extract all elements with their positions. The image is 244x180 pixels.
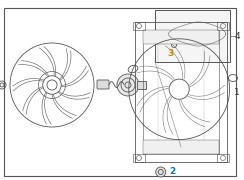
Bar — [155, 10, 230, 62]
Text: 2: 2 — [169, 168, 175, 177]
Text: 1: 1 — [234, 87, 240, 96]
Bar — [135, 22, 227, 162]
Bar — [133, 22, 145, 30]
FancyBboxPatch shape — [97, 80, 109, 89]
Bar — [217, 154, 229, 162]
Text: 4: 4 — [235, 31, 241, 40]
Bar — [143, 30, 219, 44]
Circle shape — [117, 74, 139, 96]
Bar — [143, 30, 219, 154]
Bar — [217, 22, 229, 30]
Bar — [143, 140, 219, 154]
Bar — [170, 34, 178, 42]
Bar — [133, 154, 145, 162]
FancyBboxPatch shape — [138, 82, 146, 89]
Circle shape — [156, 167, 166, 177]
Text: 3: 3 — [167, 48, 173, 57]
